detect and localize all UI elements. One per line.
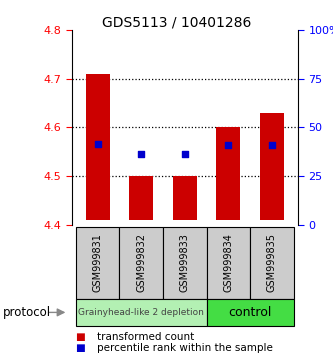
Text: GDS5113 / 10401286: GDS5113 / 10401286 — [102, 16, 251, 30]
Bar — [163, 227, 206, 299]
Text: GSM999832: GSM999832 — [136, 233, 146, 292]
Bar — [86, 74, 110, 220]
Bar — [129, 176, 153, 220]
Point — [226, 143, 231, 148]
Text: GSM999833: GSM999833 — [180, 233, 190, 292]
Point — [182, 152, 187, 157]
Bar — [120, 227, 163, 299]
Bar — [206, 299, 294, 326]
Bar — [216, 127, 240, 220]
Text: percentile rank within the sample: percentile rank within the sample — [97, 343, 272, 353]
Bar — [76, 227, 120, 299]
Point — [139, 152, 144, 157]
Bar — [250, 227, 294, 299]
Text: GSM999834: GSM999834 — [223, 233, 233, 292]
Bar — [76, 299, 206, 326]
Text: Grainyhead-like 2 depletion: Grainyhead-like 2 depletion — [78, 308, 204, 317]
Text: control: control — [228, 306, 272, 319]
Bar — [206, 227, 250, 299]
Text: protocol: protocol — [3, 306, 52, 319]
Text: transformed count: transformed count — [97, 332, 194, 342]
Bar — [260, 113, 284, 220]
Text: ■: ■ — [75, 343, 85, 353]
Point — [95, 142, 100, 147]
Point — [269, 143, 275, 148]
Bar — [173, 176, 197, 220]
Text: ■: ■ — [75, 332, 85, 342]
Text: GSM999831: GSM999831 — [93, 233, 103, 292]
Text: GSM999835: GSM999835 — [267, 233, 277, 292]
